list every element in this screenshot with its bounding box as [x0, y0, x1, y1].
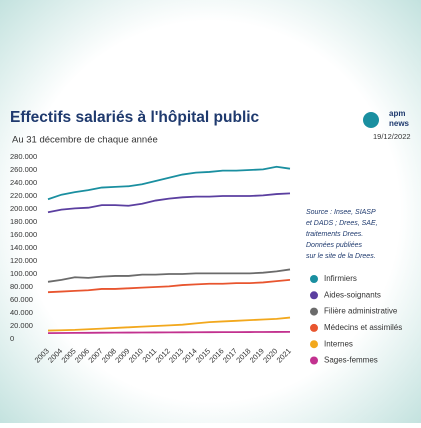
y-tick-label: 280.000	[10, 152, 37, 161]
y-tick-label: 200.000	[10, 204, 37, 213]
legend-marker	[310, 323, 318, 332]
legend-marker	[310, 340, 318, 349]
y-tick-label: 100.000	[10, 269, 37, 278]
date: 19/12/2022	[373, 132, 411, 141]
series-line	[47, 268, 291, 283]
y-tick-label: 60.000	[10, 295, 33, 304]
series-line	[47, 192, 291, 214]
legend-label: Aides-soignants	[324, 290, 381, 299]
logo-text: apm	[389, 109, 405, 118]
y-tick-label: 260.000	[10, 165, 37, 174]
y-tick-label: 80.000	[10, 282, 33, 291]
y-tick-label: 20.000	[10, 321, 33, 330]
source-line: Données publiées	[306, 242, 363, 249]
legend-marker	[310, 275, 318, 283]
source-line: et DADS ; Drees, SAE,	[306, 220, 378, 227]
logo-mark	[363, 112, 379, 128]
legend-label: Infirmiers	[324, 274, 357, 283]
chart-subtitle: Au 31 décembre de chaque année	[12, 135, 158, 146]
series-line	[47, 165, 291, 201]
series-line	[47, 316, 291, 332]
chart-title: Effectifs salariés à l'hôpital public	[10, 109, 260, 126]
y-tick-label: 140.000	[10, 243, 37, 252]
y-tick-label: 40.000	[10, 308, 33, 317]
series-line	[47, 278, 291, 294]
y-tick-label: 220.000	[10, 191, 37, 200]
y-tick-label: 240.000	[10, 178, 37, 187]
legend-label: Internes	[324, 339, 353, 348]
legend-label: Filière administrative	[324, 307, 398, 316]
source-line: sur le site de la Drees.	[306, 253, 376, 260]
legend-marker	[310, 291, 318, 300]
y-tick-label: 120.000	[10, 256, 37, 265]
legend-marker	[310, 356, 318, 365]
series-line	[47, 330, 291, 335]
source-line: Source : Insee, SIASP	[306, 209, 376, 216]
legend-label: Médecins et assimilés	[324, 323, 402, 332]
y-tick-label: 0	[10, 334, 14, 343]
y-tick-label: 180.000	[10, 217, 37, 226]
y-tick-label: 160.000	[10, 230, 37, 239]
source-line: traitements Drees.	[306, 231, 363, 238]
legend-label: Sages-femmes	[324, 356, 378, 365]
legend-marker	[310, 307, 318, 316]
logo-text: news	[389, 119, 410, 128]
